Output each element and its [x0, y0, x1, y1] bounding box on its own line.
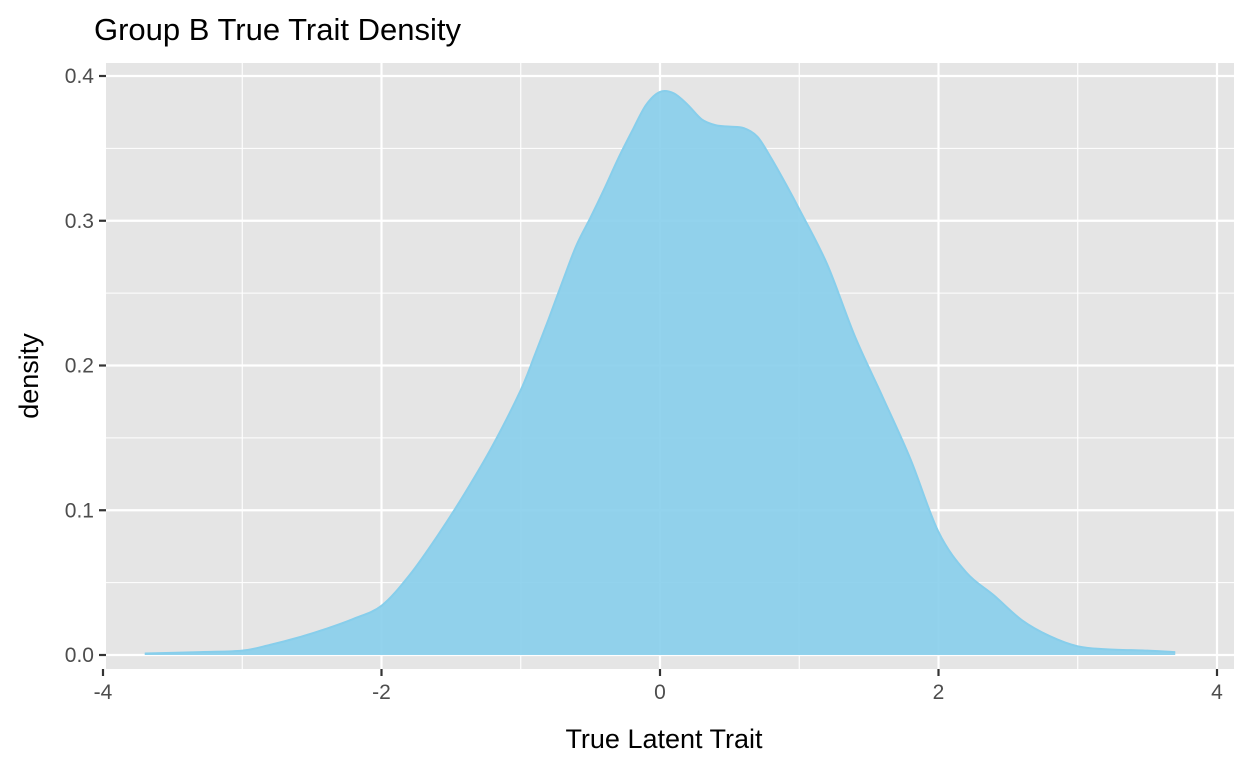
- x-axis: -4 -2 0 2 4: [94, 669, 1223, 704]
- x-tick-label: 4: [1211, 681, 1223, 704]
- y-axis-title: density: [14, 333, 44, 419]
- x-tick-label: -2: [372, 681, 391, 704]
- y-tick-label: 0.0: [65, 644, 94, 667]
- x-axis-title: True Latent Trait: [565, 724, 763, 754]
- x-tick-label: -4: [94, 681, 113, 704]
- x-tick-label: 0: [654, 681, 666, 704]
- y-tick-label: 0.4: [65, 65, 95, 88]
- density-area: [144, 90, 1176, 655]
- y-tick-label: 0.2: [65, 355, 94, 378]
- y-tick-label: 0.1: [65, 499, 94, 522]
- chart-title: Group B True Trait Density: [94, 12, 461, 47]
- density-outline: [144, 89, 1176, 655]
- x-tick-label: 2: [933, 681, 945, 704]
- y-axis: 0.0 0.1 0.2 0.3 0.4: [65, 65, 106, 667]
- y-tick-label: 0.3: [65, 210, 94, 233]
